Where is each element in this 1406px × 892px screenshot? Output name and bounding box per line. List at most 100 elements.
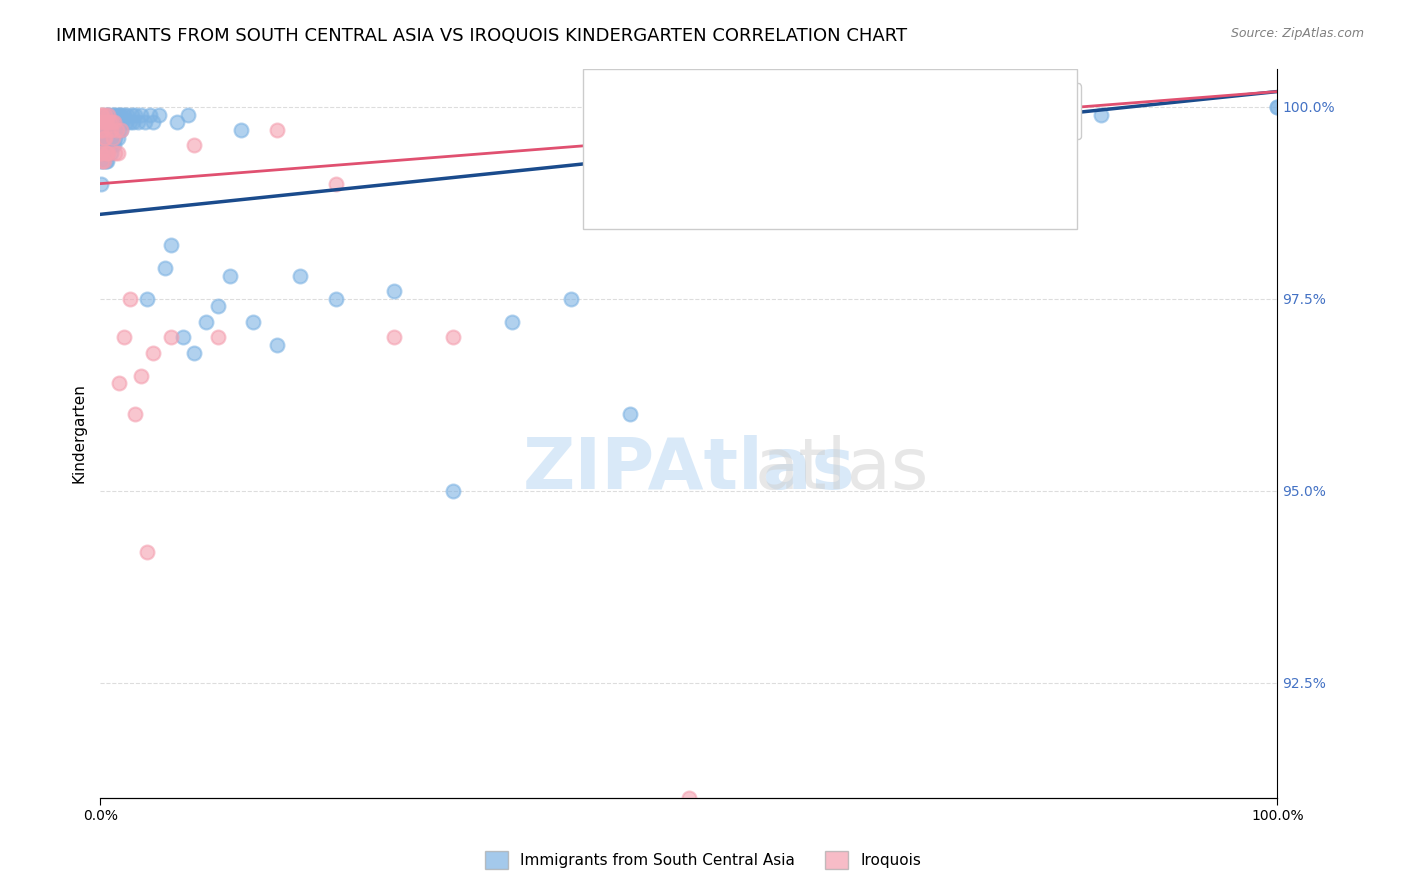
Point xyxy=(177,107,200,121)
Point xyxy=(93,115,115,129)
Point xyxy=(118,115,141,129)
Point xyxy=(103,123,125,137)
Point xyxy=(94,107,117,121)
Point xyxy=(94,153,117,168)
Point xyxy=(384,330,406,344)
Point xyxy=(153,261,176,276)
Point xyxy=(94,115,117,129)
Point xyxy=(1090,107,1112,121)
Point xyxy=(103,115,125,129)
Text: Source: ZipAtlas.com: Source: ZipAtlas.com xyxy=(1230,27,1364,40)
Point xyxy=(93,123,115,137)
Point xyxy=(195,315,218,329)
Point xyxy=(90,107,112,121)
Point xyxy=(103,138,125,153)
Point xyxy=(93,130,115,145)
Point xyxy=(108,376,131,391)
Point xyxy=(231,123,253,137)
Point xyxy=(1265,100,1288,114)
Point xyxy=(103,107,125,121)
Point xyxy=(619,407,641,421)
Point xyxy=(121,107,143,121)
Point xyxy=(98,130,121,145)
Point xyxy=(97,107,120,121)
Point xyxy=(94,145,117,160)
Point xyxy=(159,330,181,344)
Point xyxy=(108,107,131,121)
Point xyxy=(853,107,876,121)
Point xyxy=(183,138,205,153)
Point xyxy=(101,123,124,137)
Point xyxy=(172,330,194,344)
Point xyxy=(94,123,117,137)
Point xyxy=(127,115,149,129)
Point xyxy=(93,153,115,168)
Point xyxy=(98,115,121,129)
Point xyxy=(96,153,118,168)
Point xyxy=(97,138,120,153)
Point xyxy=(115,115,138,129)
Point xyxy=(142,115,165,129)
Point xyxy=(115,107,138,121)
Point xyxy=(110,123,132,137)
Point xyxy=(325,177,347,191)
Point xyxy=(89,145,111,160)
Point xyxy=(101,130,124,145)
Point xyxy=(325,292,347,306)
Point xyxy=(107,145,129,160)
Point xyxy=(142,345,165,359)
Point xyxy=(441,330,464,344)
Point xyxy=(94,138,117,153)
Legend: R = 0.407   N = 140, R = 0.349   N =  44: R = 0.407 N = 140, R = 0.349 N = 44 xyxy=(880,84,1081,139)
Point xyxy=(104,130,127,145)
Point xyxy=(97,123,120,137)
Point xyxy=(207,300,229,314)
Point xyxy=(100,123,122,137)
Point xyxy=(266,338,288,352)
Point xyxy=(90,145,112,160)
Point xyxy=(90,123,112,137)
Point xyxy=(101,138,124,153)
Point xyxy=(207,330,229,344)
Point xyxy=(89,115,111,129)
Point xyxy=(91,107,114,121)
Point xyxy=(104,115,127,129)
Point xyxy=(91,123,114,137)
Text: IMMIGRANTS FROM SOUTH CENTRAL ASIA VS IROQUOIS KINDERGARTEN CORRELATION CHART: IMMIGRANTS FROM SOUTH CENTRAL ASIA VS IR… xyxy=(56,27,907,45)
Point xyxy=(138,107,160,121)
Point xyxy=(100,115,122,129)
Point xyxy=(131,107,153,121)
Point xyxy=(218,268,240,283)
Point xyxy=(100,130,122,145)
Point xyxy=(101,115,124,129)
Point xyxy=(290,268,312,283)
Point xyxy=(134,115,156,129)
Point xyxy=(105,107,128,121)
Point xyxy=(110,123,132,137)
Point xyxy=(90,130,112,145)
Point xyxy=(183,345,205,359)
Point xyxy=(96,115,118,129)
Point xyxy=(91,153,114,168)
Point xyxy=(501,315,523,329)
Point xyxy=(90,177,112,191)
Point xyxy=(96,115,118,129)
Point xyxy=(159,238,181,252)
Point xyxy=(136,545,159,559)
Point xyxy=(94,123,117,137)
Point xyxy=(1265,100,1288,114)
Point xyxy=(136,292,159,306)
Point xyxy=(111,115,134,129)
Point xyxy=(110,107,132,121)
Point xyxy=(98,115,121,129)
Point xyxy=(108,115,131,129)
Point xyxy=(94,130,117,145)
Point xyxy=(96,145,118,160)
Point xyxy=(107,115,129,129)
Text: ZIPAtlas: ZIPAtlas xyxy=(523,435,855,504)
Point xyxy=(105,123,128,137)
Point xyxy=(89,115,111,129)
Point xyxy=(94,115,117,129)
Point xyxy=(166,115,188,129)
Point xyxy=(441,483,464,498)
